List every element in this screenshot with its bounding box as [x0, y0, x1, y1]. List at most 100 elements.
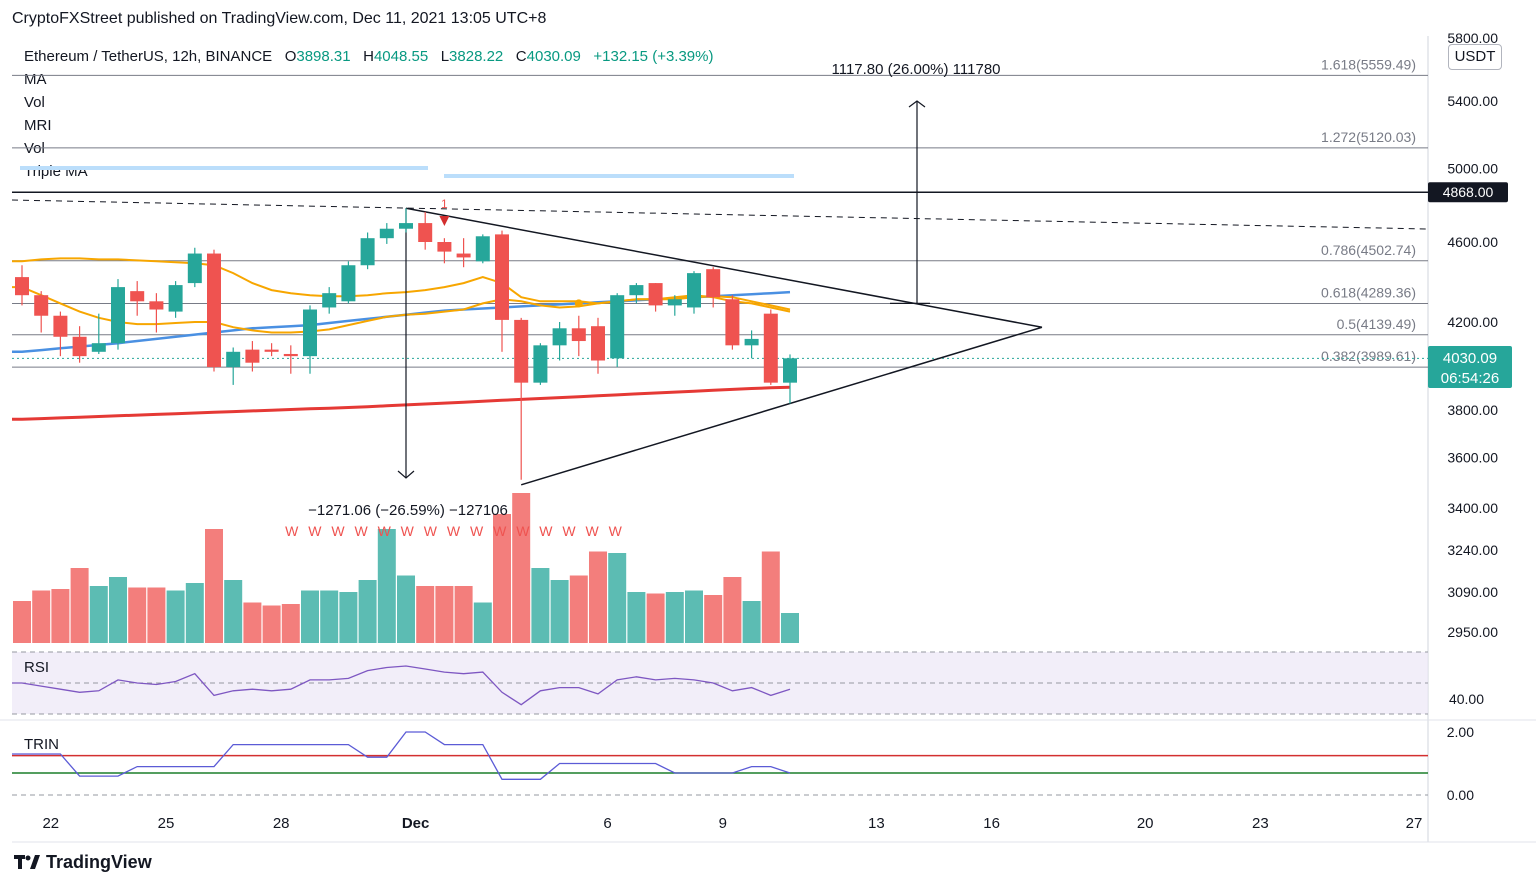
price-tick: 2950.00: [1447, 624, 1498, 640]
candle-body: [725, 299, 740, 346]
volume-bar: [781, 613, 799, 643]
volume-bar: [13, 601, 31, 643]
price-tag: [1428, 346, 1512, 388]
price-axis: 5800.00 5400.00 5000.00 4600.00 4200.00 3800.…: [1428, 30, 1512, 640]
rsi-tick: 40.00: [1449, 691, 1484, 707]
candle-body: [149, 301, 164, 310]
w-markers: W W W W W W W W W W W W W W W: [285, 523, 625, 539]
price-tick: 3240.00: [1447, 542, 1498, 558]
price-tick: 3400.00: [1447, 500, 1498, 516]
candle-body: [15, 277, 29, 296]
volume-bar: [89, 586, 108, 643]
volume-bar: [493, 514, 511, 643]
candle-body: [667, 299, 682, 306]
open-value: 3898.31: [296, 48, 351, 65]
price-tick: 3090.00: [1447, 584, 1498, 600]
measure-down-label: −1271.06 (−26.59%) −127106: [308, 502, 508, 519]
volume-bar: [761, 551, 780, 643]
candle-body: [72, 336, 87, 357]
low-label: L: [440, 48, 450, 65]
close-label: C: [515, 48, 527, 65]
fib-label: 0.786(4502.74): [1321, 242, 1416, 258]
dashed-trendline: [11, 199, 1429, 230]
publisher-line: CryptoFXStreet published on TradingView.…: [12, 10, 547, 27]
volume-bar: [416, 586, 435, 643]
measure-up-label: 1117.80 (26.00%) 111780: [831, 61, 1000, 78]
time-tick: 25: [158, 815, 175, 832]
candle-body: [207, 253, 221, 368]
candle-body: [322, 293, 337, 308]
ma-line: [12, 286, 791, 334]
volume-bar: [589, 551, 607, 643]
candle-body: [283, 353, 298, 357]
volume-bar: [627, 592, 646, 643]
moving-averages: [12, 166, 794, 421]
rsi-band: [12, 652, 1428, 714]
candle-body: [475, 236, 490, 262]
candle-body: [514, 319, 529, 383]
candle-body: [187, 253, 202, 284]
triangle-upper-line: [405, 207, 1043, 328]
rsi-pane: RSI 40.00: [0, 651, 1536, 721]
triangle-lower-line: [520, 326, 1043, 486]
symbol-legend[interactable]: Ethereum / TetherUS, 12h, BINANCE O3898.…: [24, 48, 713, 65]
volume-bar: [454, 586, 473, 643]
grid: [12, 36, 1536, 843]
fib-label: 0.618(4289.36): [1321, 284, 1416, 300]
volume-bar: [723, 577, 742, 643]
indicator-mri[interactable]: MRI: [24, 117, 52, 134]
candle-body: [571, 328, 586, 342]
time-tick: 28: [273, 815, 290, 832]
volume-bar: [512, 493, 531, 643]
volume-bar: [281, 604, 300, 643]
level-tag-text: 4868.00: [1443, 184, 1494, 200]
indicator-vol-2[interactable]: Vol: [24, 140, 45, 157]
price-tick: 5400.00: [1447, 93, 1498, 109]
price-tick: 3600.00: [1447, 450, 1498, 466]
candle-body: [783, 358, 797, 383]
volume-bar: [339, 592, 358, 643]
volume-bar: [608, 553, 627, 643]
trin-tick: 0.00: [1447, 787, 1474, 803]
price-tick: 4600.00: [1447, 234, 1498, 250]
candle-body: [303, 309, 317, 357]
high-label: H: [363, 48, 374, 65]
volume-bar: [685, 590, 703, 643]
fib-label: 0.382(3989.61): [1321, 348, 1416, 364]
indicator-vol[interactable]: Vol: [24, 94, 45, 111]
candle-body: [418, 223, 433, 242]
time-tick: 22: [42, 815, 59, 832]
candle-body: [591, 326, 605, 361]
volume-bar: [70, 568, 89, 643]
time-tick: 9: [719, 815, 727, 832]
time-tick: 27: [1406, 815, 1423, 832]
rsi-label: RSI: [24, 659, 49, 676]
volume-bar: [51, 589, 70, 643]
trin-tick: 2.00: [1447, 724, 1474, 740]
volume-bar: [32, 590, 51, 643]
candle-body: [552, 328, 567, 346]
candle-body: [437, 242, 452, 252]
time-tick: 20: [1137, 815, 1154, 832]
price-tag-countdown: 06:54:26: [1441, 370, 1499, 387]
volume-bar: [166, 590, 185, 643]
volume-bar: [243, 602, 262, 643]
candle-body: [130, 291, 145, 302]
fib-levels: 1.618(5559.49) 1.272(5120.03) 0.786(4502.7…: [12, 56, 1428, 368]
measure-down-arrowhead: [397, 470, 415, 479]
tradingview-brand[interactable]: TradingView: [14, 852, 152, 873]
candle-body: [629, 285, 644, 296]
candle-body: [168, 285, 183, 312]
currency-badge[interactable]: USDT: [1448, 44, 1502, 70]
candle-body: [91, 343, 106, 352]
price-tag-value: 4030.09: [1443, 350, 1497, 367]
high-value: 4048.55: [373, 48, 429, 65]
volume-bar: [397, 575, 415, 643]
sell-signal-marker: [439, 216, 450, 226]
volume-bar: [742, 601, 761, 643]
volume-bar: [550, 580, 569, 643]
close-value: 4030.09: [526, 48, 581, 65]
volume-bar: [435, 586, 454, 643]
time-tick: 6: [603, 815, 611, 832]
